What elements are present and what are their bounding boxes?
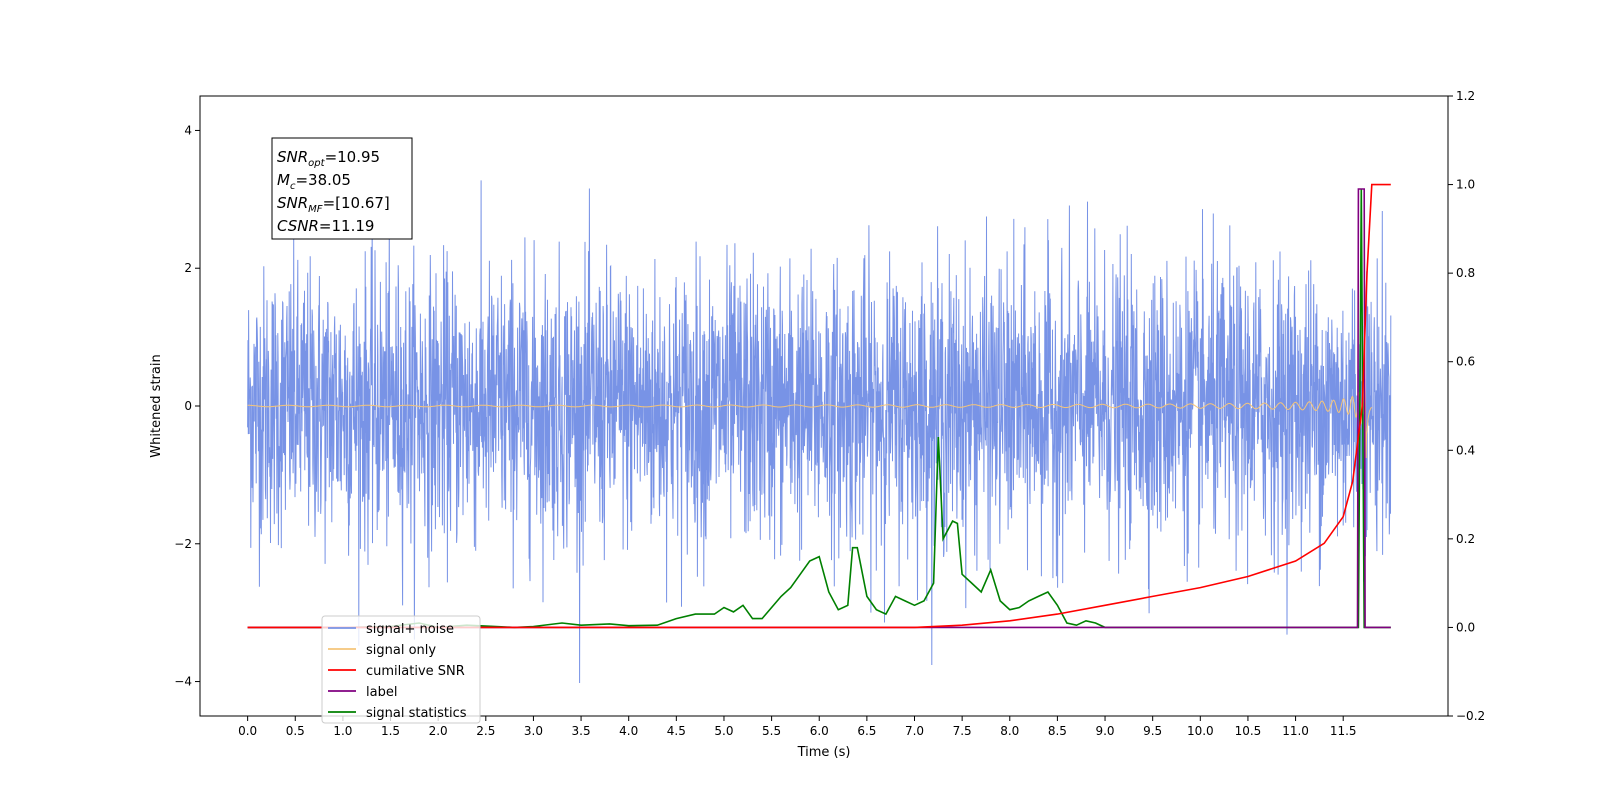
y-left-tick-label: −4 (174, 675, 192, 689)
x-tick-label: 2.0 (429, 724, 448, 738)
y-left-tick-label: 4 (184, 123, 192, 137)
y-right-tick-label: −0.2 (1456, 709, 1485, 723)
x-tick-label: 2.5 (476, 724, 495, 738)
y-axis-left-label: Whitened strain (149, 354, 164, 457)
series-signal-only-line (247, 378, 1373, 459)
legend-label: signal only (366, 643, 436, 658)
x-tick-label: 4.0 (619, 724, 638, 738)
y-left-tick-label: 2 (184, 261, 192, 275)
stats-line: CSNR=11.19 (277, 217, 374, 235)
x-tick-label: 7.0 (905, 724, 924, 738)
x-tick-label: 3.0 (524, 724, 543, 738)
y-right-tick-label: 0.2 (1456, 532, 1475, 546)
y-right-tick-label: 1.0 (1456, 178, 1475, 192)
x-tick-label: 11.0 (1282, 724, 1309, 738)
stats-line: SNRMF=[10.67] (277, 194, 390, 215)
legend-label: signal+ noise (366, 622, 454, 637)
x-tick-label: 9.0 (1095, 724, 1114, 738)
x-tick-label: 6.5 (857, 724, 876, 738)
legend-frame (321, 615, 481, 724)
x-tick-label: 11.5 (1330, 724, 1357, 738)
x-axis-label: Time (s) (797, 745, 851, 760)
x-tick-label: 1.5 (381, 724, 400, 738)
series-signal-noise-line (247, 180, 1392, 684)
series-label-line (247, 188, 1391, 629)
x-tick-label: 5.0 (714, 724, 733, 738)
x-tick-label: 6.0 (810, 724, 829, 738)
x-tick-label: 5.5 (762, 724, 781, 738)
x-tick-label: 8.0 (1000, 724, 1019, 738)
y-right-tick-label: 1.2 (1456, 89, 1475, 103)
x-axis: 0.0 0.5 1.0 1.5 2.0 2.5 3.0 3.5 4.0 4.5 5.0 5.5 6.0 6… (238, 716, 1357, 738)
legend: signal+ noise signal only cumilative SNR la… (321, 615, 481, 724)
x-tick-label: 0.0 (238, 724, 257, 738)
y-right-tick-label: 0.8 (1456, 266, 1475, 280)
y-left-tick-label: 0 (184, 399, 192, 413)
x-tick-label: 1.0 (333, 724, 352, 738)
series-cumilative-snr-line (247, 183, 1391, 629)
y-left-tick-label: −2 (174, 537, 192, 551)
stats-line: Mc=38.05 (277, 171, 351, 192)
x-tick-label: 8.5 (1048, 724, 1067, 738)
x-tick-label: 3.5 (572, 724, 591, 738)
x-tick-label: 0.5 (286, 724, 305, 738)
y-right-tick-label: 0.6 (1456, 355, 1475, 369)
stats-line: SNRopt=10.95 (277, 148, 380, 169)
x-tick-label: 9.5 (1143, 724, 1162, 738)
legend-label: cumilative SNR (366, 664, 465, 679)
y-right-tick-label: 0.0 (1456, 620, 1475, 634)
y-right-tick-label: 0.4 (1456, 443, 1475, 457)
legend-label: signal statistics (366, 706, 467, 721)
series-layer (247, 180, 1392, 684)
x-tick-label: 7.5 (953, 724, 972, 738)
y-axis-right: 1.2 1.0 0.8 0.6 0.4 0.2 0.0 −0.2 (1448, 89, 1485, 723)
x-tick-label: 10.5 (1235, 724, 1262, 738)
y-axis-left: 4 2 0 −2 −4 (174, 123, 200, 689)
x-tick-label: 4.5 (667, 724, 686, 738)
stats-box-frame (271, 137, 413, 240)
legend-label: label (366, 685, 397, 700)
x-tick-label: 10.0 (1187, 724, 1214, 738)
